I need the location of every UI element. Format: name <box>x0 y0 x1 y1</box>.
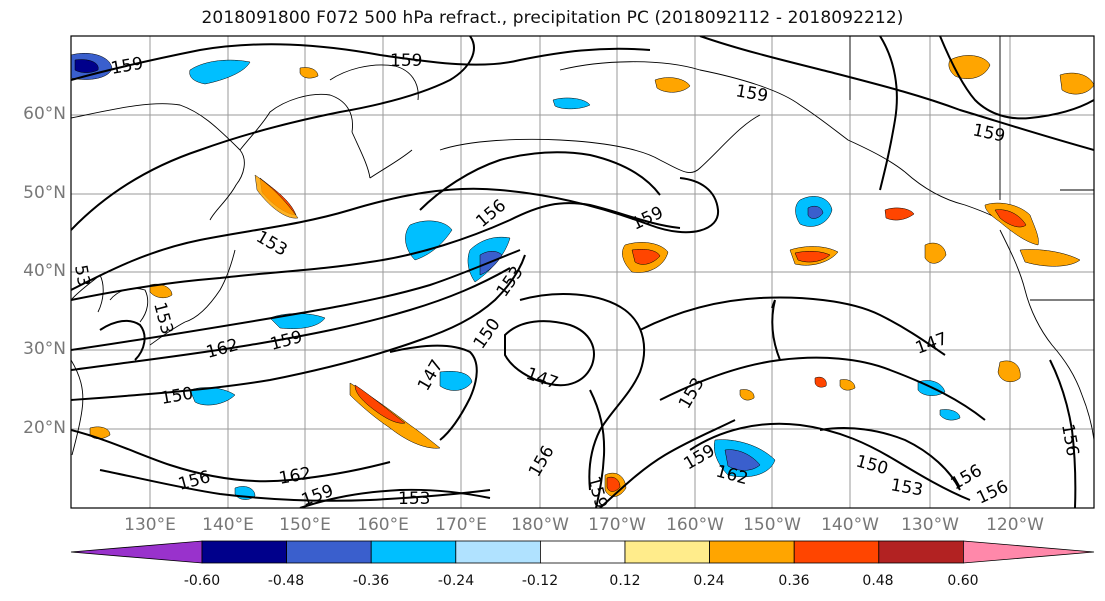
colorbar <box>70 540 1095 564</box>
colorbar-segment <box>201 540 287 564</box>
contour-label: 53 <box>70 263 93 288</box>
lon-label: 170°E <box>435 515 487 535</box>
colorbar-tick-label: 0.24 <box>693 573 725 589</box>
colorbar-segment <box>624 540 710 564</box>
lon-label: 140°W <box>821 515 879 535</box>
contour-label: 153 <box>398 489 430 509</box>
colorbar-tick-label: -0.24 <box>437 573 475 589</box>
colorbar-segment <box>455 540 541 564</box>
map-frame <box>70 35 1095 509</box>
colorbar-segment <box>793 540 880 564</box>
lat-label: 40°N <box>23 261 66 281</box>
colorbar-segment <box>878 540 964 564</box>
lat-label: 60°N <box>23 104 66 124</box>
map-title: 2018091800 F072 500 hPa refract., precip… <box>201 8 904 28</box>
colorbar-tick-label: -0.60 <box>183 573 221 589</box>
lon-label: 150°W <box>743 515 801 535</box>
lon-label: 160°W <box>666 515 724 535</box>
colorbar-tick-label: 0.36 <box>778 573 810 589</box>
lat-label: 20°N <box>23 418 66 438</box>
colorbar-segment <box>540 540 626 564</box>
lon-label: 150°E <box>279 515 331 535</box>
lat-label: 50°N <box>23 183 66 203</box>
colorbar-tick-label: 0.12 <box>609 573 641 589</box>
lat-label: 30°N <box>23 339 66 359</box>
lon-label: 170°W <box>588 515 646 535</box>
lon-label: 130°E <box>124 515 176 535</box>
colorbar-tick-label: 0.48 <box>862 573 894 589</box>
precip-shading <box>71 52 1094 500</box>
lon-label: 160°E <box>357 515 409 535</box>
colorbar-tick-label: -0.48 <box>267 573 305 589</box>
colorbar-segment <box>370 540 457 564</box>
contour-label: 159 <box>390 51 422 71</box>
colorbar-tick-label: 0.60 <box>947 573 979 589</box>
colorbar-segment <box>709 540 795 564</box>
colorbar-segment <box>286 540 372 564</box>
refractivity-contours <box>71 36 1094 508</box>
colorbar-extend-max <box>963 540 1095 564</box>
lon-label: 120°W <box>986 515 1044 535</box>
colorbar-tick-label: -0.12 <box>521 573 559 589</box>
colorbar-tick-label: -0.36 <box>352 573 390 589</box>
lon-label: 180°W <box>511 515 569 535</box>
colorbar-extend-min <box>70 540 203 564</box>
lon-label: 140°E <box>202 515 254 535</box>
lon-label: 130°W <box>901 515 959 535</box>
